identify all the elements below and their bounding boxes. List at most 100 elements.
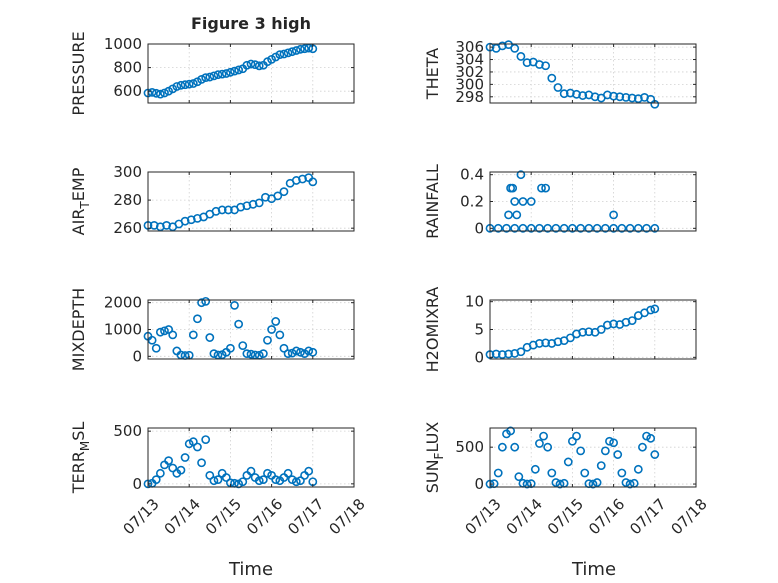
data-point bbox=[180, 80, 190, 90]
data-point bbox=[547, 73, 557, 83]
data-point bbox=[304, 43, 314, 53]
data-point bbox=[646, 305, 656, 315]
data-point bbox=[238, 341, 248, 350]
data-point bbox=[168, 330, 178, 340]
data-point bbox=[250, 60, 260, 70]
data-point bbox=[543, 442, 553, 452]
data-point bbox=[559, 89, 569, 99]
data-point bbox=[650, 304, 660, 314]
data-point bbox=[600, 223, 610, 233]
y-tick-label: 0.2 bbox=[460, 193, 484, 211]
data-point bbox=[504, 349, 513, 359]
y-tick-label: 600 bbox=[113, 82, 142, 100]
data-point bbox=[568, 223, 577, 233]
data-point bbox=[590, 92, 600, 102]
data-point bbox=[287, 47, 297, 57]
y-tick-label: 0.4 bbox=[460, 166, 484, 184]
data-point bbox=[646, 433, 656, 443]
data-point bbox=[539, 431, 548, 441]
data-point bbox=[576, 446, 586, 456]
y-tick-label: 300 bbox=[455, 75, 484, 93]
data-point bbox=[246, 59, 256, 69]
data-point bbox=[205, 471, 215, 480]
subplot-mixdepth: 0 1000 2000 MIXDEPTH bbox=[69, 288, 355, 371]
data-point bbox=[535, 339, 544, 348]
data-point bbox=[493, 468, 503, 478]
data-point bbox=[273, 191, 283, 201]
data-point bbox=[279, 343, 289, 353]
y-tick-label: 298 bbox=[455, 88, 484, 106]
data-point bbox=[504, 210, 513, 220]
data-point bbox=[197, 75, 206, 84]
y-tick-label: 0 bbox=[132, 347, 142, 365]
data-point bbox=[530, 464, 540, 474]
data-point bbox=[559, 223, 569, 233]
y-tick-label: 0 bbox=[474, 475, 484, 493]
data-point bbox=[584, 223, 594, 233]
data-point bbox=[160, 326, 169, 336]
data-point bbox=[275, 50, 285, 60]
data-point bbox=[230, 300, 239, 310]
y-axis-label: RAINFALL bbox=[423, 164, 442, 239]
plot-area bbox=[490, 428, 696, 487]
data-point bbox=[518, 223, 528, 233]
data-point bbox=[258, 349, 268, 359]
plot-area bbox=[148, 300, 354, 359]
data-point bbox=[291, 46, 301, 55]
plot-area bbox=[148, 44, 354, 103]
data-point bbox=[291, 346, 301, 356]
data-point bbox=[283, 48, 293, 58]
data-point bbox=[572, 431, 581, 441]
data-point bbox=[205, 72, 215, 82]
data-point bbox=[246, 349, 256, 359]
data-point bbox=[576, 223, 586, 233]
y-tick-label: 500 bbox=[113, 422, 142, 440]
data-point bbox=[617, 468, 627, 478]
data-point bbox=[516, 170, 526, 180]
data-point bbox=[627, 93, 637, 103]
data-point bbox=[217, 205, 227, 215]
data-point bbox=[254, 198, 264, 208]
y-axis-label: H2OMIXRA bbox=[423, 287, 442, 373]
data-point bbox=[267, 325, 276, 334]
data-point bbox=[271, 475, 281, 485]
subplot-h2omixra: 0 5 10 H2OMIXRA bbox=[423, 287, 697, 373]
data-point bbox=[633, 223, 643, 233]
x-tick-label: 07/18 bbox=[667, 495, 710, 538]
data-point bbox=[491, 349, 501, 359]
data-point bbox=[535, 223, 544, 233]
figure-title: Figure 3 high bbox=[191, 14, 311, 33]
data-point bbox=[155, 89, 165, 99]
data-point bbox=[201, 73, 211, 83]
data-point bbox=[633, 464, 643, 474]
data-point bbox=[592, 478, 602, 487]
data-point bbox=[197, 458, 206, 468]
subplot-rainfall: 0 0.2 0.4 RAINFALL bbox=[423, 164, 697, 239]
data-point bbox=[193, 314, 202, 324]
x-tick-label: 07/15 bbox=[202, 495, 245, 538]
data-point bbox=[217, 69, 227, 79]
data-point bbox=[502, 223, 511, 233]
y-tick-label: 2000 bbox=[104, 294, 142, 312]
x-tick-label: 07/17 bbox=[284, 495, 327, 538]
data-point bbox=[578, 91, 588, 100]
data-point bbox=[541, 183, 551, 193]
y-tick-label: 10 bbox=[465, 293, 484, 311]
data-point bbox=[596, 461, 606, 471]
data-point bbox=[596, 325, 606, 334]
data-point bbox=[213, 70, 223, 80]
subplot-air-temp: 260 280 300 AIRTEMP bbox=[69, 163, 355, 237]
data-point bbox=[609, 438, 618, 448]
y-tick-label: 5 bbox=[474, 321, 484, 339]
data-point bbox=[551, 478, 561, 487]
data-point bbox=[555, 479, 565, 489]
data-point bbox=[197, 298, 206, 308]
data-point bbox=[537, 183, 546, 193]
data-point bbox=[275, 330, 285, 340]
data-point bbox=[221, 473, 231, 482]
data-point bbox=[308, 347, 318, 357]
y-tick-label: 0 bbox=[474, 219, 484, 237]
